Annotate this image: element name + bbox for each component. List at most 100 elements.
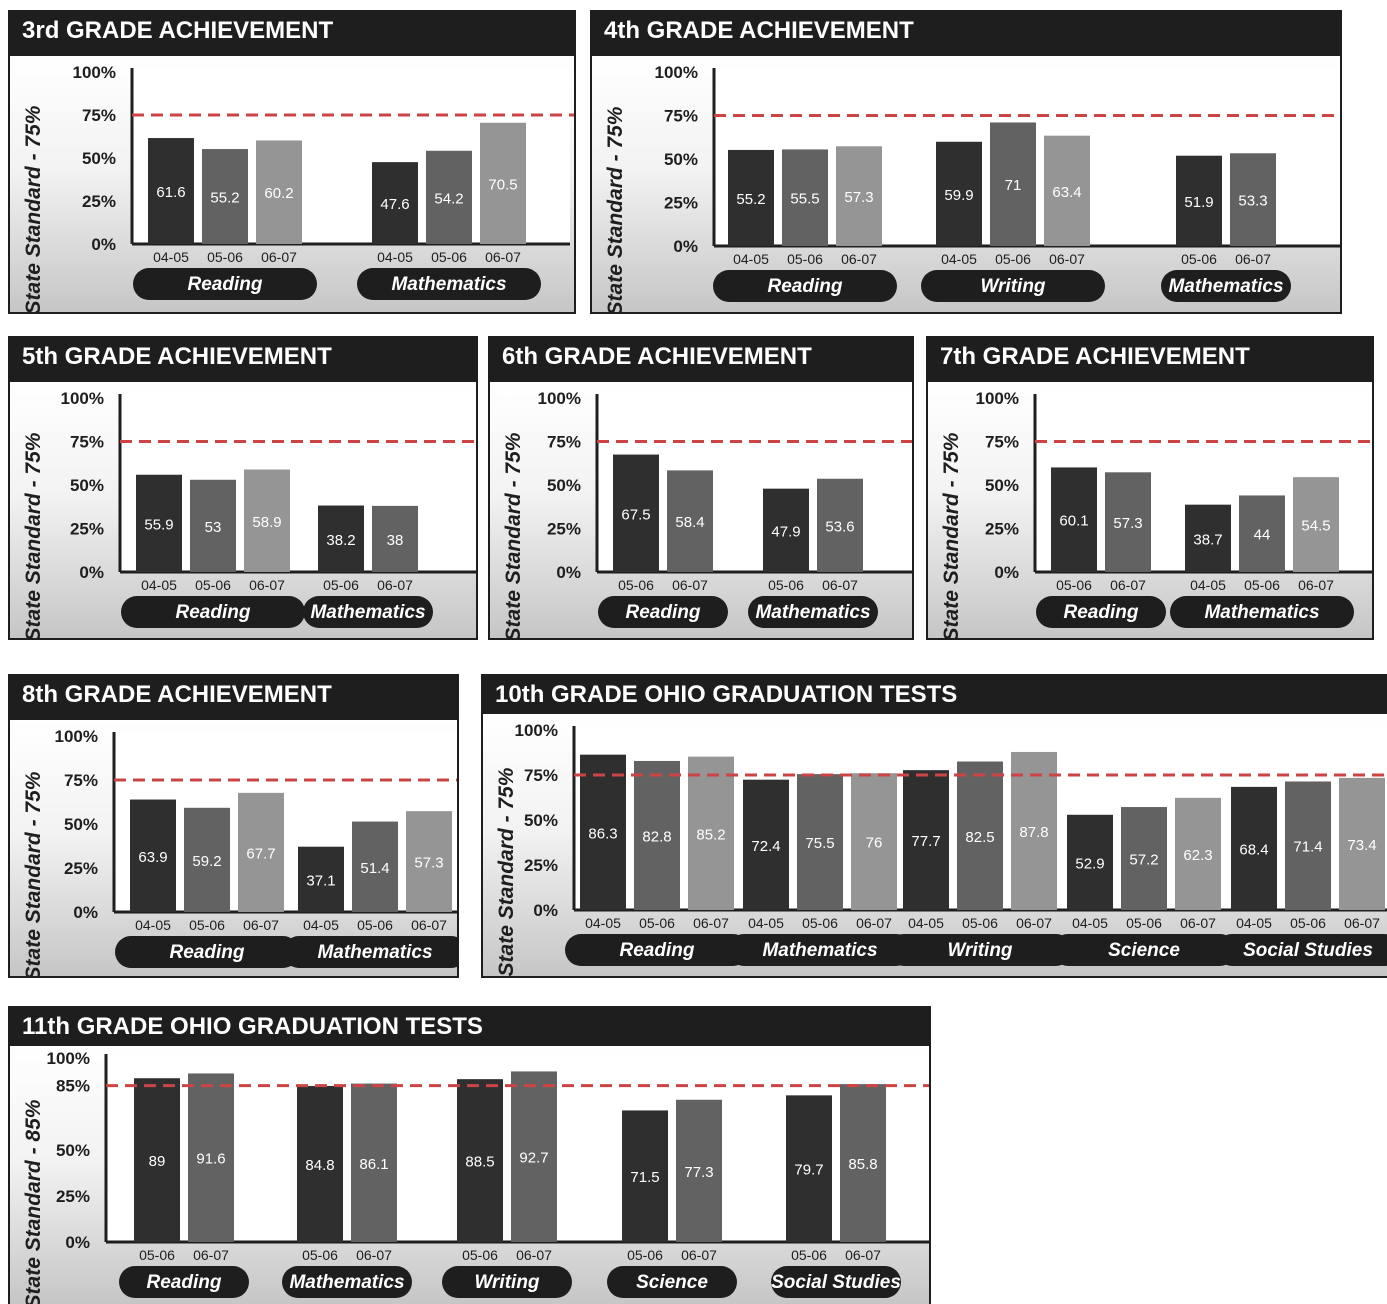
bar: [188, 1073, 234, 1242]
y-tick-label: 25%: [56, 1187, 90, 1206]
group-label: Science: [636, 1272, 708, 1293]
bar-value-label: 57.3: [844, 189, 873, 206]
x-tick-label: 06-07: [516, 1247, 552, 1263]
group-label: Mathematics: [1168, 276, 1283, 297]
y-tick-label: 50%: [56, 1141, 90, 1160]
y-tick-label: 25%: [524, 856, 558, 875]
x-tick-label: 05-06: [618, 577, 654, 593]
bar: [184, 807, 230, 912]
x-tick-label: 06-07: [193, 1247, 229, 1263]
x-tick-label: 05-06: [462, 1247, 498, 1263]
bar-chart: State Standard - 75% 100% 75% 50% 25% 0% 86.3 0…: [495, 721, 1387, 976]
bar-value-label: 38: [387, 532, 404, 549]
bar-value-label: 55.9: [144, 516, 173, 533]
y-tick-label: 0%: [533, 901, 558, 920]
chart-title: 4th GRADE ACHIEVEMENT: [604, 17, 914, 44]
bar-value-label: 75.5: [805, 835, 834, 852]
bar: [406, 811, 452, 912]
x-tick-label: 06-07: [356, 1247, 392, 1263]
bar: [480, 122, 526, 244]
y-tick-label: 0%: [994, 563, 1019, 582]
y-tick-label: 100%: [515, 721, 558, 740]
group-label: Mathematics: [317, 942, 432, 963]
y-tick-label: 100%: [73, 63, 116, 82]
bar-chart: State Standard - 75% 100% 75% 50% 25% 0% 67.5 0…: [502, 389, 912, 638]
group-label-pill: [283, 936, 457, 968]
bar-value-label: 87.8: [1019, 824, 1048, 841]
x-tick-label: 05-06: [323, 577, 359, 593]
bar-chart: State Standard - 75% 100% 75% 50% 25% 0% 61.6 0…: [22, 63, 574, 312]
y-tick-label: 0%: [79, 563, 104, 582]
bar: [1285, 781, 1331, 910]
bar: [256, 140, 302, 244]
chart-title: 6th GRADE ACHIEVEMENT: [502, 343, 812, 370]
bar: [372, 505, 418, 572]
x-tick-label: 05-06: [195, 577, 231, 593]
group-label: Reading: [176, 602, 251, 623]
bar-value-label: 58.4: [675, 514, 704, 531]
y-tick-label: 50%: [547, 476, 581, 495]
group-label-pill: [1170, 596, 1354, 628]
y-tick-label: 85%: [56, 1077, 90, 1096]
bar-value-label: 61.6: [156, 184, 185, 201]
group-label-pill: [1216, 934, 1387, 966]
group-label: Social Studies: [1243, 940, 1373, 961]
bar-value-label: 79.7: [794, 1162, 823, 1179]
chart-body: State Standard - 75% 100% 75% 50% 25% 0% 61.6 0…: [10, 56, 574, 312]
bar: [202, 149, 248, 244]
group-label-pill: [771, 1266, 901, 1298]
bar: [786, 1095, 832, 1242]
bar-value-label: 53.6: [825, 518, 854, 535]
bar-value-label: 91.6: [196, 1151, 225, 1168]
bar: [728, 149, 774, 246]
bar-value-label: 63.4: [1052, 184, 1081, 201]
y-tick-label: 0%: [91, 235, 116, 254]
bar-value-label: 44: [1254, 527, 1271, 544]
bar: [1011, 751, 1057, 910]
bar-value-label: 84.8: [305, 1157, 334, 1174]
bar-value-label: 52.9: [1075, 855, 1104, 872]
chart-panel-grade5: 5th GRADE ACHIEVEMENT State Standard - 7…: [8, 336, 478, 640]
group-label-pill: [748, 596, 878, 628]
x-tick-label: 06-07: [485, 249, 521, 265]
y-tick-label: 100%: [61, 389, 104, 408]
bar-value-label: 73.4: [1347, 837, 1376, 854]
bar-chart: State Standard - 75% 100% 75% 50% 25% 0% 55.2 0…: [604, 63, 1340, 312]
y-axis-label: State Standard - 75%: [22, 432, 45, 638]
x-tick-label: 06-07: [1180, 915, 1216, 931]
y-tick-label: 50%: [524, 811, 558, 830]
group-label-pill: [119, 1266, 249, 1298]
x-tick-label: 05-06: [357, 917, 393, 933]
bar-value-label: 86.3: [588, 825, 617, 842]
bar-value-label: 51.9: [1184, 194, 1213, 211]
bar-value-label: 53.3: [1238, 193, 1267, 210]
chart-title: 5th GRADE ACHIEVEMENT: [22, 343, 332, 370]
y-tick-label: 100%: [976, 389, 1019, 408]
y-tick-label: 100%: [55, 727, 98, 746]
bar-value-label: 60.2: [264, 185, 293, 202]
group-label-pill: [121, 596, 305, 628]
bar: [851, 773, 897, 910]
bar: [298, 846, 344, 912]
x-tick-label: 06-07: [243, 917, 279, 933]
bar-value-label: 86.1: [359, 1156, 388, 1173]
bar: [426, 150, 472, 244]
y-tick-label: 50%: [70, 476, 104, 495]
bar: [1067, 814, 1113, 910]
bar-value-label: 72.4: [751, 838, 780, 855]
bar-value-label: 53: [205, 519, 222, 536]
x-tick-label: 04-05: [153, 249, 189, 265]
group-label: Reading: [188, 274, 263, 295]
x-tick-label: 04-05: [303, 917, 339, 933]
x-tick-label: 05-06: [768, 577, 804, 593]
group-label: Social Studies: [771, 1272, 901, 1293]
bar-value-label: 57.2: [1129, 852, 1158, 869]
bar: [836, 146, 882, 246]
x-tick-label: 06-07: [1298, 577, 1334, 593]
bar-value-label: 68.4: [1239, 841, 1268, 858]
bar-chart: State Standard - 75% 100% 75% 50% 25% 0% 63.9 0…: [22, 727, 457, 976]
bar: [130, 799, 176, 912]
y-tick-label: 0%: [673, 237, 698, 256]
bar-value-label: 51.4: [360, 860, 389, 877]
y-tick-label: 0%: [556, 563, 581, 582]
